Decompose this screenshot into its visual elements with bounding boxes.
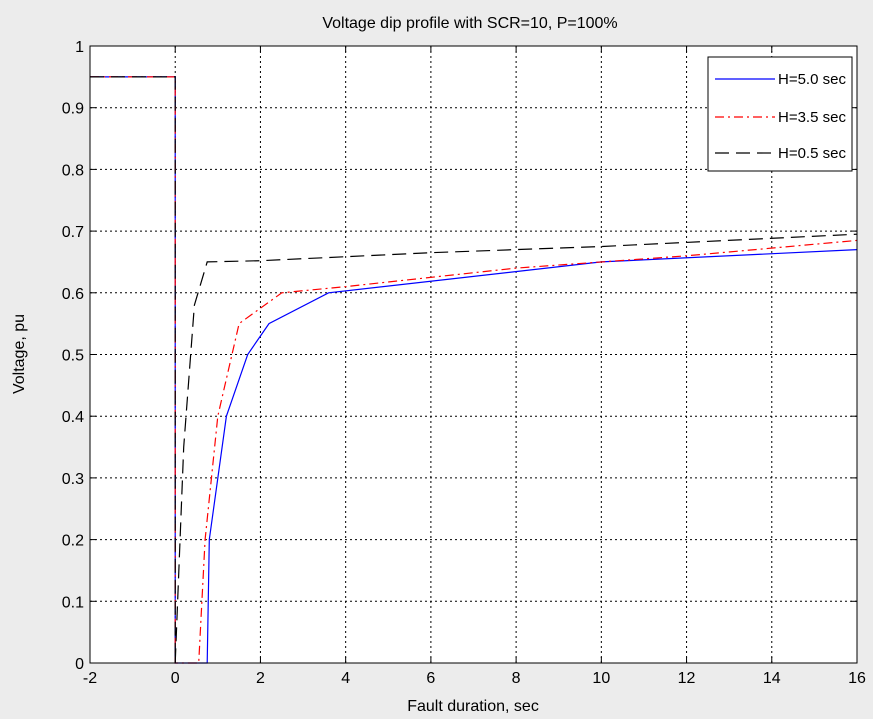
x-tick-label: 6 [426,670,435,687]
y-tick-label: 0.6 [62,286,84,303]
y-tick-label: 0.7 [62,224,84,241]
legend-label-h35: H=3.5 sec [778,109,846,126]
legend-label-h50: H=5.0 sec [778,71,846,88]
x-tick-label: 8 [512,670,521,687]
x-tick-label: 0 [171,670,180,687]
x-tick-label: 10 [592,670,610,687]
x-tick-label: 16 [848,670,866,687]
x-tick-label: 4 [341,670,350,687]
x-tick-label: 2 [256,670,265,687]
x-tick-labels: -2 0 2 4 6 8 10 12 14 16 [83,670,866,687]
y-tick-label: 0.1 [62,594,84,611]
legend-box [707,56,853,172]
x-tick-label: 14 [763,670,781,687]
x-tick-label: -2 [83,670,97,687]
series-line-2 [90,76,858,664]
legend: H=5.0 sec H=3.5 sec H=0.5 sec [707,56,853,172]
y-tick-label: 0.3 [62,471,84,488]
y-tick-label: 0.8 [62,162,84,179]
x-tick-label: 12 [678,670,696,687]
series-lines [90,76,858,664]
x-axis-title: Fault duration, sec [407,698,539,715]
legend-label-h05: H=0.5 sec [778,145,846,162]
y-tick-label: 0.9 [62,101,84,118]
y-tick-labels: 0 0.1 0.2 0.3 0.4 0.5 0.6 0.7 0.8 0.9 1 [62,39,84,673]
y-axis-title: Voltage, pu [11,314,28,394]
chart-title: Voltage dip profile with SCR=10, P=100% [322,15,617,32]
y-tick-label: 1 [75,39,84,56]
axis-ticks [89,45,858,664]
y-tick-label: 0 [75,656,84,673]
y-tick-label: 0.5 [62,348,84,365]
y-tick-label: 0.2 [62,533,84,550]
y-tick-label: 0.4 [62,409,84,426]
